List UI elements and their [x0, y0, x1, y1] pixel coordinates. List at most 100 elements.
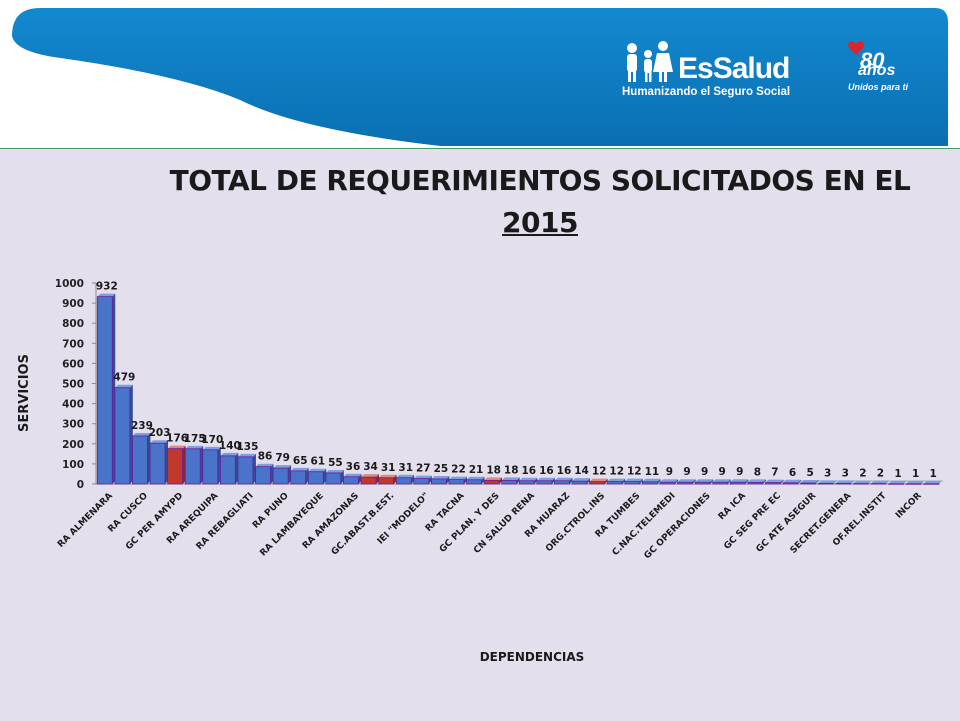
bar: [817, 482, 834, 485]
y-tick-label: 300: [62, 419, 84, 431]
bar-side: [885, 480, 889, 484]
bar-side: [499, 477, 503, 484]
bar: [167, 448, 183, 485]
y-tick-label: 200: [62, 439, 84, 451]
bar: [923, 483, 940, 485]
bar-side: [903, 480, 907, 484]
brand-tagline: Humanizando el Seguro Social: [622, 86, 791, 98]
bar: [712, 481, 729, 485]
bar-top: [818, 480, 837, 484]
bar-value-label: 31: [398, 462, 413, 474]
bar-side: [692, 479, 696, 484]
bar-value-label: 7: [771, 467, 778, 479]
bar-value-label: 170: [201, 434, 223, 446]
x-category-label: GC ATE ASEGUR: [755, 491, 819, 555]
bar-top: [835, 480, 854, 484]
bar-value-label: 8: [754, 466, 761, 478]
bar-top: [730, 479, 749, 483]
x-category-label: CN SALUD RENA: [472, 491, 537, 556]
bar: [466, 479, 482, 485]
bar-value-label: 14: [574, 465, 589, 477]
bar: [483, 479, 500, 485]
y-tick-label: 100: [62, 459, 84, 471]
bar: [571, 480, 588, 485]
bar-side: [481, 476, 485, 484]
bar-side: [921, 480, 925, 484]
bar: [554, 480, 570, 485]
bar-top: [413, 475, 432, 479]
bar-value-label: 6: [789, 467, 796, 479]
bar: [325, 472, 342, 485]
chart-panel: [0, 148, 960, 721]
bar-side: [551, 477, 555, 484]
x-category-label: ORG.CTROL.INS: [544, 491, 607, 554]
x-category-label: RA ALMENARA: [56, 491, 115, 550]
bar-value-label: 1: [930, 468, 937, 480]
bar-value-label: 9: [683, 466, 690, 478]
bar-value-label: 9: [666, 466, 673, 478]
bar-top: [554, 477, 573, 481]
bar-value-label: 2: [877, 468, 884, 480]
y-tick-label: 600: [62, 358, 84, 370]
bar-top: [202, 446, 221, 450]
bar-top: [765, 479, 784, 483]
bar-side: [569, 477, 573, 484]
bar-value-label: 3: [824, 467, 831, 479]
x-category-label: RA ICA: [717, 491, 748, 522]
bar-value-label: 175: [184, 433, 206, 445]
bar: [589, 481, 605, 485]
bar-value-label: 79: [275, 452, 290, 464]
bar-side: [516, 477, 520, 484]
bar-value-label: 5: [806, 467, 813, 479]
bar-top: [308, 468, 327, 472]
bar: [448, 479, 465, 485]
y-tick-label: 400: [62, 399, 84, 411]
bar-top: [783, 479, 802, 483]
bar-top: [747, 479, 766, 483]
bar-side: [780, 479, 784, 484]
bar: [360, 476, 377, 485]
bar: [237, 456, 254, 485]
bar-top: [589, 478, 608, 482]
bar-value-label: 12: [627, 466, 642, 478]
bar-top: [695, 479, 714, 483]
bar-side: [674, 479, 678, 484]
header-shape: [0, 0, 960, 148]
bar-value-label: 18: [486, 464, 501, 476]
bar: [290, 470, 307, 485]
x-category-label: SECRET.GENERA: [789, 491, 854, 556]
bar: [272, 467, 289, 485]
bar-value-label: 932: [96, 281, 118, 293]
y-tick-label: 800: [62, 318, 84, 330]
bar: [765, 482, 781, 485]
bar-top: [237, 453, 256, 457]
bar-side: [833, 480, 837, 484]
x-category-label: RA LAMBAYEQUE: [258, 491, 325, 558]
bar: [149, 442, 166, 485]
bar-side: [639, 478, 643, 484]
y-tick-label: 500: [62, 379, 84, 391]
bar: [518, 480, 535, 485]
bar-top: [853, 480, 872, 484]
x-category-label: GC.ABAST.B.EST.: [330, 491, 396, 557]
bar-value-label: 16: [539, 465, 554, 477]
bar-value-label: 3: [842, 467, 849, 479]
family-logo-icon: [627, 41, 673, 82]
x-category-label: GC PLAN. Y DES: [438, 491, 502, 555]
bar-value-label: 12: [592, 466, 607, 478]
bar-value-label: 31: [381, 462, 396, 474]
bar-top: [361, 474, 380, 478]
bar-top: [114, 384, 133, 388]
bar-top: [448, 476, 467, 480]
bar-top: [800, 479, 819, 483]
header-banner: EsSalud Humanizando el Seguro Social 80 …: [0, 0, 960, 148]
bar: [378, 477, 394, 485]
y-tick-label: 700: [62, 338, 84, 350]
bar-top: [466, 476, 485, 480]
bar: [395, 477, 412, 485]
bar: [694, 481, 711, 485]
bar-side: [938, 480, 942, 484]
bar-value-label: 135: [236, 441, 258, 453]
bar-top: [519, 477, 538, 481]
bar-side: [745, 479, 749, 484]
